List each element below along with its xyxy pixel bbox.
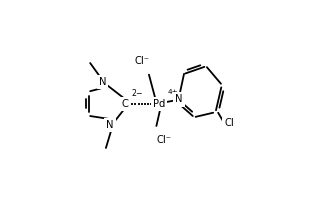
Text: Cl: Cl (224, 118, 234, 128)
Text: 4+: 4+ (167, 89, 178, 95)
Text: C: C (122, 99, 128, 109)
Text: N: N (99, 77, 106, 87)
Text: N: N (175, 94, 183, 104)
Text: N: N (106, 120, 114, 130)
Text: Pd: Pd (153, 99, 165, 109)
Text: Cl⁻: Cl⁻ (156, 135, 171, 145)
Text: Cl⁻: Cl⁻ (135, 55, 150, 66)
Text: 2−: 2− (132, 89, 144, 98)
